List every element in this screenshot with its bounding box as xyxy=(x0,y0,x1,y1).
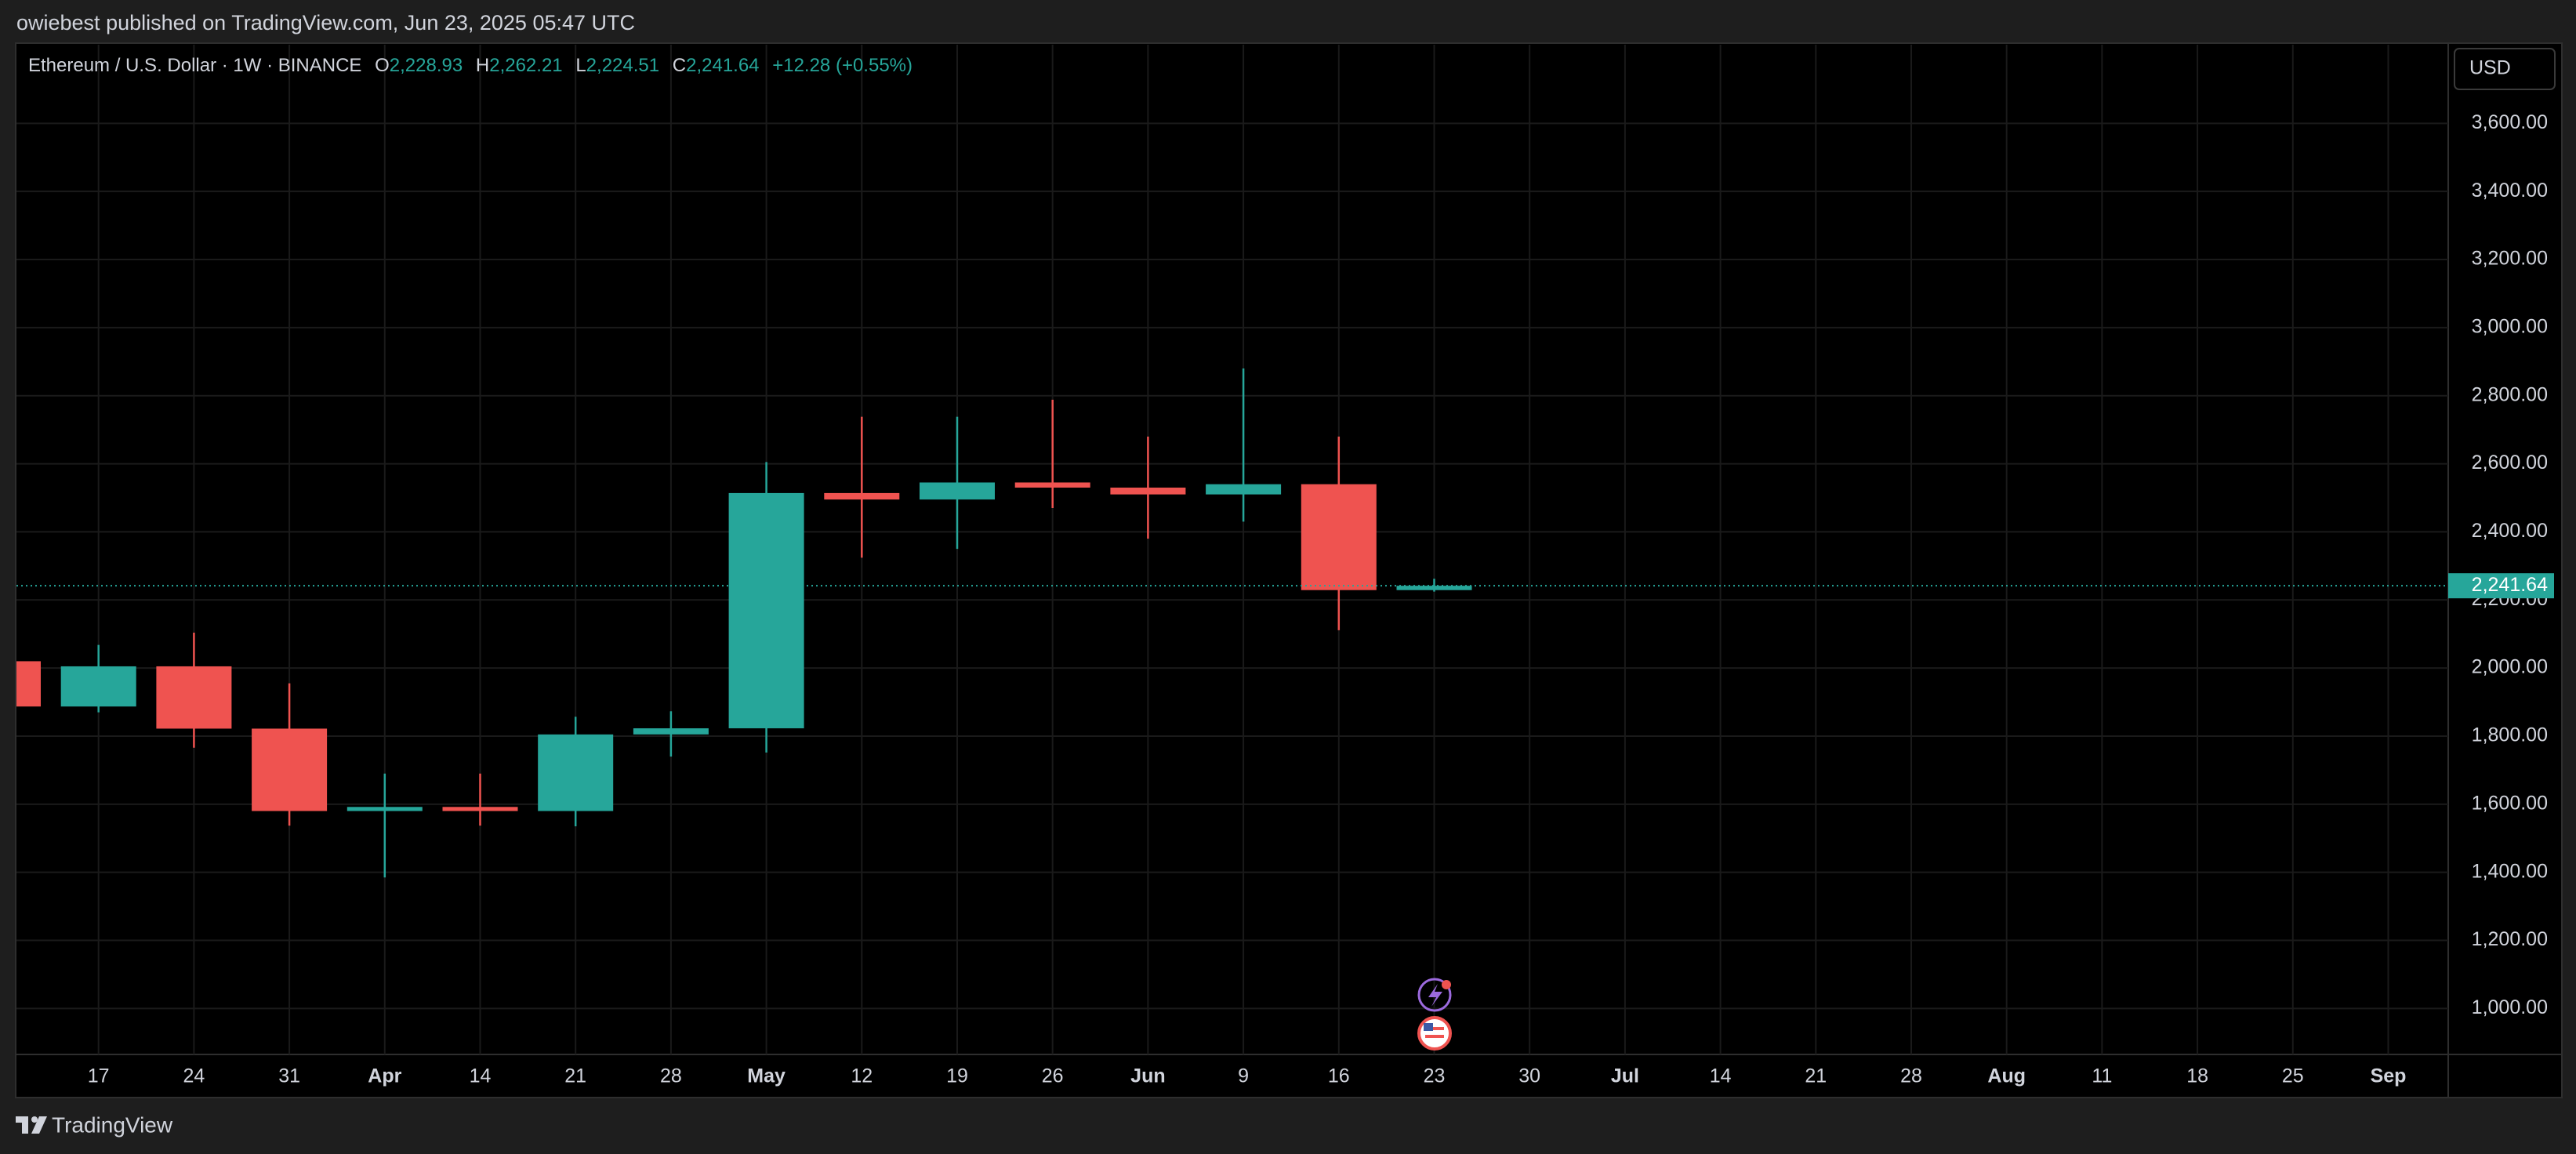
candle-body xyxy=(60,666,136,707)
x-tick-label: 14 xyxy=(1710,1065,1732,1087)
x-tick-label: 12 xyxy=(851,1065,873,1087)
candle-body xyxy=(16,661,41,707)
candles xyxy=(16,368,2448,878)
candle-body xyxy=(156,666,232,729)
x-tick-label: 25 xyxy=(2282,1065,2304,1087)
event-icons xyxy=(1417,978,1452,1051)
chart-frame xyxy=(15,42,2563,1098)
footer[interactable]: TradingView xyxy=(52,1112,173,1137)
ai-bolt xyxy=(1428,984,1442,1007)
x-tick-label: 28 xyxy=(1900,1065,1922,1087)
legend: Ethereum / U.S. Dollar · 1W · BINANCE O2… xyxy=(28,55,912,76)
x-tick-label: 16 xyxy=(1328,1065,1350,1087)
footer-logo[interactable]: TradingView xyxy=(16,1112,173,1137)
y-tick-label: 3,400.00 xyxy=(2472,180,2548,201)
x-tick-label: 21 xyxy=(564,1065,586,1087)
candle-body xyxy=(633,728,709,735)
candle-body xyxy=(1110,487,1186,495)
x-tick-label: 19 xyxy=(946,1065,968,1087)
x-tick-label: Apr xyxy=(368,1065,401,1087)
x-tick-label: May xyxy=(747,1065,785,1087)
x-tick-label: 14 xyxy=(470,1065,492,1087)
y-tick-label: 3,000.00 xyxy=(2472,315,2548,337)
candle-body xyxy=(538,734,614,811)
x-tick-label: 18 xyxy=(2186,1065,2208,1087)
x-tick-label: 23 xyxy=(1424,1065,1446,1087)
candle-body xyxy=(728,492,804,728)
legend-change: +12.28 (+0.55%) xyxy=(772,55,912,76)
grid xyxy=(16,45,2448,1054)
flag-canton xyxy=(1424,1023,1433,1031)
ai-icon xyxy=(1417,978,1452,1012)
candle-body xyxy=(346,807,423,811)
flag-stripe xyxy=(1425,1027,1444,1030)
y-tick-label: 2,600.00 xyxy=(2472,452,2548,474)
legend-close-label: C xyxy=(673,55,686,76)
x-tick-label: 9 xyxy=(1238,1065,1249,1087)
x-tick-label: Sep xyxy=(2371,1065,2407,1087)
y-tick-label: 3,200.00 xyxy=(2472,248,2548,270)
x-tick-label: 30 xyxy=(1518,1065,1540,1087)
y-tick-label: 2,400.00 xyxy=(2472,520,2548,542)
last-price-label: 2,241.64 xyxy=(2472,574,2548,596)
currency-button[interactable] xyxy=(2454,48,2556,90)
y-tick-label: 2,800.00 xyxy=(2472,383,2548,405)
logo-mark[interactable] xyxy=(16,1116,47,1134)
legend-open-label: O xyxy=(375,55,390,76)
x-tick-label: 21 xyxy=(1805,1065,1827,1087)
x-tick-label: 17 xyxy=(88,1065,110,1087)
legend-high: 2,262.21 xyxy=(489,55,562,76)
x-tick-label: Jul xyxy=(1611,1065,1639,1087)
candle-body xyxy=(1301,484,1377,590)
y-tick-label: 1,200.00 xyxy=(2472,928,2548,950)
legend-low: 2,224.51 xyxy=(586,55,659,76)
x-tick-label: 11 xyxy=(2092,1065,2112,1087)
legend-open: 2,228.93 xyxy=(390,55,463,76)
axes: 1,000.00 1,200.00 1,400.00 1,600.00 1,800.00… xyxy=(88,111,2554,1087)
flag-stripe xyxy=(1425,1035,1444,1038)
candle-body xyxy=(920,482,995,500)
ai-dot xyxy=(1442,980,1451,989)
x-tick-label: 26 xyxy=(1042,1065,1064,1087)
candle-body xyxy=(1396,586,1472,590)
candle-body xyxy=(824,492,900,500)
legend-symbol: Ethereum / U.S. Dollar · 1W · BINANCE xyxy=(28,55,361,76)
legend-close: 2,241.64 xyxy=(686,55,759,76)
last-price-badge xyxy=(2448,573,2554,599)
y-tick-label: 1,400.00 xyxy=(2472,860,2548,882)
header: owiebest published on TradingView.com, J… xyxy=(16,11,635,34)
candle-body xyxy=(252,728,328,811)
candle-body xyxy=(1014,482,1090,488)
x-tick-label: 31 xyxy=(278,1065,300,1087)
currency[interactable]: USD xyxy=(2469,57,2511,79)
candle-body xyxy=(442,807,518,811)
us-flag-icon xyxy=(1417,1016,1452,1051)
y-tick-label: 1,000.00 xyxy=(2472,996,2548,1018)
y-tick-label: 2,000.00 xyxy=(2472,656,2548,678)
y-tick-label: 1,800.00 xyxy=(2472,724,2548,746)
legend-high-label: H xyxy=(476,55,489,76)
logo-dot[interactable] xyxy=(31,1116,38,1123)
x-tick-label: Aug xyxy=(1987,1065,2026,1087)
x-tick-label: Jun xyxy=(1130,1065,1165,1087)
y-tick-label: 3,600.00 xyxy=(2472,111,2548,133)
y-tick-label: 1,600.00 xyxy=(2472,792,2548,814)
legend-low-label: L xyxy=(575,55,586,76)
x-tick-label: 24 xyxy=(183,1065,205,1087)
x-tick-label: 28 xyxy=(660,1065,682,1087)
candle-body xyxy=(1206,484,1282,495)
